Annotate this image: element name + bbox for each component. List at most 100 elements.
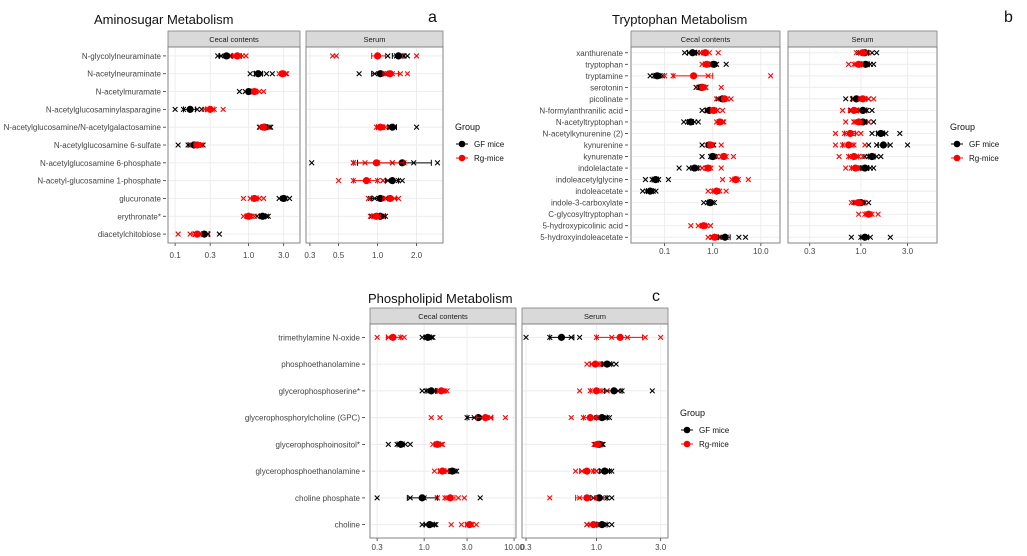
gf-sample-point — [399, 177, 406, 184]
gf-mean-point — [397, 440, 405, 448]
gf-sample-point — [263, 70, 270, 77]
rg-mean-point — [859, 95, 867, 103]
gf-mean-point — [427, 387, 435, 395]
rg-mean-point — [433, 440, 441, 448]
data-row — [214, 52, 249, 60]
data-row — [642, 175, 752, 184]
category-label: glycerophosphorylcholine (GPC) — [245, 414, 361, 423]
category-label: serotonin — [590, 83, 623, 92]
rg-mean-point — [703, 60, 711, 68]
data-row — [385, 440, 446, 448]
rg-mean-point — [732, 175, 740, 184]
category-label: tryptamine — [586, 72, 624, 81]
category-label: choline phosphate — [295, 494, 360, 503]
gf-mean-point — [418, 494, 426, 502]
data-row — [431, 467, 460, 475]
rg-sample-point — [767, 73, 774, 79]
rg-mean-point — [586, 414, 594, 422]
rg-sample-point — [401, 334, 407, 341]
category-label: N-acetyltryptophan — [556, 118, 623, 127]
rg-sample-point — [458, 521, 465, 528]
x-tick-label: 0.3 — [520, 543, 532, 552]
x-tick-label: 1.0 — [419, 543, 431, 552]
rg-sample-point — [858, 130, 864, 137]
gf-sample-point — [477, 495, 483, 501]
rg-mean-point — [846, 129, 854, 138]
rg-sample-point — [374, 334, 380, 341]
legend-key-point — [683, 440, 691, 448]
facet-strip-label: Cecal contents — [681, 35, 731, 44]
gf-sample-point — [653, 188, 659, 194]
rg-mean-point — [446, 494, 454, 502]
gf-sample-point — [878, 153, 884, 160]
rg-sample-point — [365, 195, 372, 202]
gf-sample-point — [699, 142, 705, 148]
panel-c: Phospholipid Metabolism c trimethylamine N… — [245, 288, 730, 552]
rg-mean-point — [465, 521, 474, 529]
x-tick-label: 1.0 — [855, 247, 867, 256]
data-row — [842, 164, 877, 172]
gf-sample-point — [172, 106, 178, 113]
gf-sample-point — [175, 142, 181, 148]
category-label: tryptophan — [585, 60, 623, 69]
gf-sample-point — [413, 124, 420, 130]
rg-mean-point — [710, 106, 718, 115]
gf-sample-point — [576, 334, 583, 341]
gf-sample-point — [870, 61, 877, 68]
gf-sample-point — [842, 96, 849, 102]
rg-mean-point — [593, 440, 602, 448]
category-label: N-acetylglucosamine 6-phosphate — [40, 159, 162, 168]
rg-sample-point — [870, 96, 877, 102]
data-row — [546, 494, 615, 502]
legend-key-point — [683, 426, 691, 434]
plot-border — [369, 323, 517, 539]
category-label: glycerophosphoserine* — [279, 387, 360, 396]
rg-sample-point — [842, 165, 849, 171]
rg-mean-point — [193, 141, 201, 149]
rg-sample-point — [260, 88, 267, 95]
rg-sample-point — [661, 73, 668, 79]
gf-mean-point — [691, 164, 699, 172]
gf-sample-point — [870, 119, 877, 125]
legend-label-gf: GF mice — [474, 140, 505, 149]
rg-sample-point — [713, 96, 720, 102]
x-tick-label: 1.0 — [243, 251, 255, 260]
rg-mean-point — [279, 70, 287, 78]
x-tick-label: 10.0 — [753, 247, 769, 256]
gf-mean-point — [652, 175, 660, 184]
data-row — [705, 233, 749, 241]
category-label: N-acetyl-glucosamine 1-phosphate — [37, 177, 161, 186]
legend-label-gf: GF mice — [699, 426, 730, 435]
gf-mean-point — [595, 494, 603, 502]
rg-sample-point — [839, 107, 846, 114]
data-row — [419, 521, 480, 529]
gf-sample-point — [523, 334, 529, 341]
rg-mean-point — [372, 212, 381, 220]
category-label: xanthurenate — [576, 49, 623, 58]
data-row — [240, 194, 293, 203]
rg-sample-point — [431, 468, 438, 474]
rg-mean-point — [386, 194, 394, 203]
x-tick-label: 10.00 — [504, 543, 525, 552]
data-row — [374, 494, 483, 502]
category-label: glycerophosphoethanolamine — [255, 467, 360, 476]
rg-mean-point — [250, 87, 259, 96]
x-tick-label: 0.3 — [804, 247, 816, 256]
gf-sample-point — [699, 107, 705, 114]
gf-mean-point — [376, 194, 384, 203]
gf-mean-point — [388, 123, 396, 131]
plot-border — [787, 46, 938, 244]
category-label: N-glycolylneuraminate — [82, 52, 162, 61]
gf-sample-point — [681, 49, 688, 56]
gf-mean-point — [603, 360, 611, 368]
gf-mean-point — [859, 106, 867, 115]
gf-sample-point — [407, 441, 414, 448]
gf-mean-point — [706, 199, 714, 207]
gf-mean-point — [687, 118, 695, 126]
data-row — [236, 87, 267, 96]
rg-mean-point — [591, 360, 599, 368]
rg-sample-point — [705, 188, 711, 194]
rg-mean-point — [481, 414, 490, 422]
category-label: N-acetylglucosamine 6-sulfate — [54, 141, 162, 150]
panel-title: Phospholipid Metabolism — [368, 291, 513, 306]
